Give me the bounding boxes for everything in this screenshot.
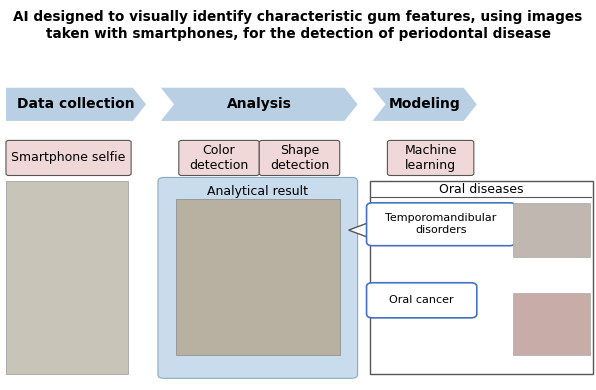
Text: Modeling: Modeling <box>389 98 461 111</box>
FancyBboxPatch shape <box>259 140 340 176</box>
Text: Analytical result: Analytical result <box>207 184 308 198</box>
FancyBboxPatch shape <box>513 203 590 257</box>
FancyBboxPatch shape <box>6 181 128 374</box>
FancyBboxPatch shape <box>513 292 590 355</box>
FancyBboxPatch shape <box>158 177 358 378</box>
FancyBboxPatch shape <box>367 283 477 318</box>
Text: Machine
learning: Machine learning <box>404 144 457 172</box>
FancyBboxPatch shape <box>179 140 259 176</box>
Polygon shape <box>349 222 370 238</box>
FancyBboxPatch shape <box>367 203 516 246</box>
FancyBboxPatch shape <box>6 140 131 176</box>
Polygon shape <box>372 88 477 121</box>
Text: Oral diseases: Oral diseases <box>439 183 523 197</box>
Text: Smartphone selfie: Smartphone selfie <box>11 151 126 165</box>
Text: Temporomandibular
disorders: Temporomandibular disorders <box>386 213 496 235</box>
Polygon shape <box>6 88 146 121</box>
Polygon shape <box>161 88 358 121</box>
Text: Shape
detection: Shape detection <box>270 144 329 172</box>
Text: Data collection: Data collection <box>17 98 135 111</box>
Text: Oral cancer: Oral cancer <box>389 295 454 305</box>
FancyBboxPatch shape <box>176 199 340 355</box>
Text: Analysis: Analysis <box>227 98 291 111</box>
Text: Color
detection: Color detection <box>190 144 249 172</box>
Text: AI designed to visually identify characteristic gum features, using images
taken: AI designed to visually identify charact… <box>13 10 583 41</box>
FancyBboxPatch shape <box>387 140 474 176</box>
FancyBboxPatch shape <box>370 181 593 374</box>
